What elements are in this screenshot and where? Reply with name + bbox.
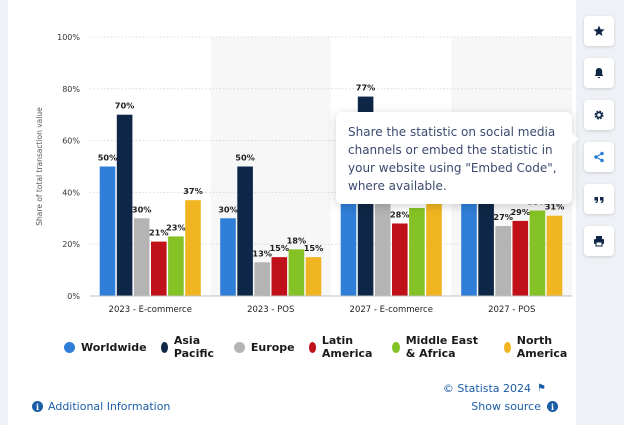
bar (237, 166, 253, 296)
share-tooltip-text: Share the statistic on social media chan… (348, 125, 557, 193)
share-button[interactable] (584, 142, 614, 172)
value-label: 37% (183, 186, 203, 196)
value-label: 50% (98, 153, 118, 163)
print-icon (594, 236, 604, 247)
legend-swatch (64, 341, 75, 353)
x-tick-label: 2023 - POS (247, 305, 294, 315)
bar (133, 218, 150, 296)
legend-item-middle-east-africa[interactable]: Middle East & Africa (392, 334, 489, 360)
value-label: 77% (356, 83, 376, 93)
share-tooltip: Share the statistic on social media chan… (336, 112, 578, 204)
y-tick-label: 20% (62, 240, 80, 249)
y-tick-label: 80% (62, 85, 80, 94)
y-tick-label: 100% (57, 33, 80, 42)
legend-swatch (392, 341, 400, 353)
y-axis-title: Share of total transaction value (35, 107, 44, 226)
legend-label: North America (516, 334, 568, 360)
show-source-link[interactable]: Show source i (471, 400, 558, 413)
bar (546, 215, 563, 296)
bar (151, 241, 167, 296)
flag-icon: ⚑ (537, 383, 546, 394)
value-label: 29% (510, 207, 530, 217)
value-label: 15% (269, 243, 289, 253)
bar (409, 207, 425, 296)
value-label: 21% (149, 228, 169, 238)
value-label: 23% (166, 222, 186, 232)
legend-item-latin-america[interactable]: Latin America (308, 334, 379, 360)
bar (305, 257, 322, 296)
value-label: 15% (304, 243, 324, 253)
y-tick-label: 0% (67, 292, 80, 301)
value-label: 30% (132, 204, 152, 214)
bar (116, 114, 133, 296)
value-label: 13% (252, 248, 272, 258)
star-icon (593, 25, 605, 36)
bar (168, 236, 184, 296)
bar (529, 210, 546, 296)
additional-information-label: Additional Information (48, 400, 171, 413)
share-icon (594, 151, 604, 163)
x-tick-label: 2027 - E-commerce (350, 305, 433, 315)
bell-icon (594, 68, 604, 79)
legend-label: Middle East & Africa (405, 334, 478, 360)
notification-button[interactable] (584, 58, 614, 88)
favorite-button[interactable] (584, 16, 614, 46)
bar (392, 223, 408, 296)
bar (99, 166, 116, 296)
copyright-text: © Statista 2024 (442, 382, 532, 395)
value-label: 30% (218, 204, 238, 214)
bar (374, 192, 391, 296)
show-source-label: Show source (471, 400, 541, 413)
value-label: 70% (115, 101, 135, 111)
bar (495, 226, 511, 296)
bar (185, 200, 201, 296)
legend-label: Europe (250, 340, 295, 354)
legend-swatch (160, 341, 168, 353)
bar (220, 218, 236, 296)
value-label: 50% (235, 153, 255, 163)
value-label: 28% (390, 209, 410, 219)
chart-legend: Worldwide Asia Pacific Europe Latin Amer… (64, 334, 576, 360)
legend-item-asia-pacific[interactable]: Asia Pacific (160, 334, 220, 360)
bar (512, 220, 529, 296)
bar (254, 262, 270, 296)
legend-swatch (233, 341, 245, 353)
legend-swatch (503, 341, 511, 353)
cite-button[interactable] (584, 184, 614, 214)
legend-item-worldwide[interactable]: Worldwide (64, 341, 147, 354)
bar (288, 249, 305, 296)
quote-icon (594, 197, 604, 203)
settings-button[interactable] (584, 100, 614, 130)
additional-information-link[interactable]: i Additional Information (32, 400, 170, 413)
legend-label: Worldwide (81, 340, 147, 354)
value-label: 18% (287, 235, 307, 245)
copyright-link[interactable]: © Statista 2024 ⚑ (443, 382, 546, 395)
info-icon: i (32, 401, 43, 412)
bar (426, 200, 442, 296)
action-sidebar (584, 16, 614, 256)
y-tick-label: 40% (62, 188, 80, 197)
legend-item-north-america[interactable]: North America (503, 334, 576, 360)
value-label: 27% (493, 212, 513, 222)
value-label: 31% (545, 202, 565, 212)
legend-item-europe[interactable]: Europe (233, 340, 295, 354)
bar (271, 257, 288, 296)
legend-label: Asia Pacific (173, 334, 215, 360)
chart-card: 0% 20% 40% 60% 80% 100% Share of total transac… (8, 0, 576, 425)
info-icon: i (547, 401, 558, 412)
x-tick-label: 2023 - E-commerce (109, 305, 192, 315)
y-tick-label: 60% (62, 137, 80, 146)
legend-label: Latin America (321, 334, 373, 360)
x-tick-label: 2027 - POS (488, 305, 535, 315)
gear-icon (594, 110, 604, 120)
print-button[interactable] (584, 226, 614, 256)
legend-swatch (308, 341, 316, 353)
